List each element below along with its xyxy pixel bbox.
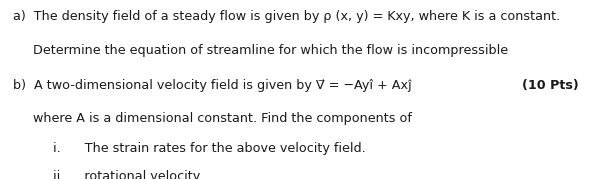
- Text: (10 Pts): (10 Pts): [522, 79, 579, 92]
- Text: b)  A two-dimensional velocity field is given by V⃗ = −Ayî + Axĵ: b) A two-dimensional velocity field is g…: [13, 79, 416, 92]
- Text: ii.     rotational velocity: ii. rotational velocity: [13, 170, 200, 179]
- Text: where A is a dimensional constant. Find the components of: where A is a dimensional constant. Find …: [13, 112, 412, 125]
- Text: Determine the equation of streamline for which the flow is incompressible: Determine the equation of streamline for…: [13, 44, 512, 57]
- Text: a)  The density field of a steady flow is given by ρ (x, y) = Kxy, where K is a : a) The density field of a steady flow is…: [13, 10, 560, 23]
- Text: i.      The strain rates for the above velocity field.: i. The strain rates for the above veloci…: [13, 142, 366, 155]
